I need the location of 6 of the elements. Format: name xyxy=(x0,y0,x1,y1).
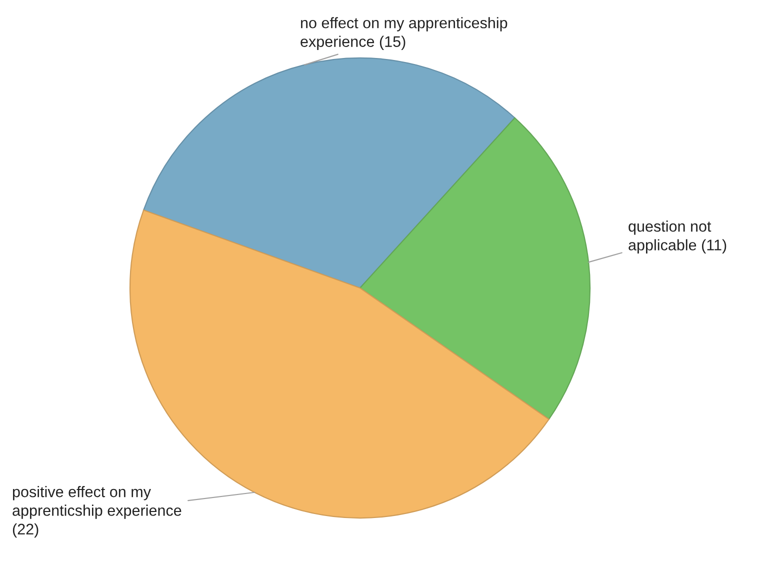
slice-label: no effect on my apprenticeship experience (15) xyxy=(300,17,508,50)
pie-slice xyxy=(143,57,516,289)
slice-label: positive effect on my apprenticship experience xyxy=(12,486,182,519)
pie-slice xyxy=(359,117,591,420)
data-label: (22) xyxy=(12,523,38,538)
slice-label: question not applicable (11) xyxy=(628,220,726,254)
